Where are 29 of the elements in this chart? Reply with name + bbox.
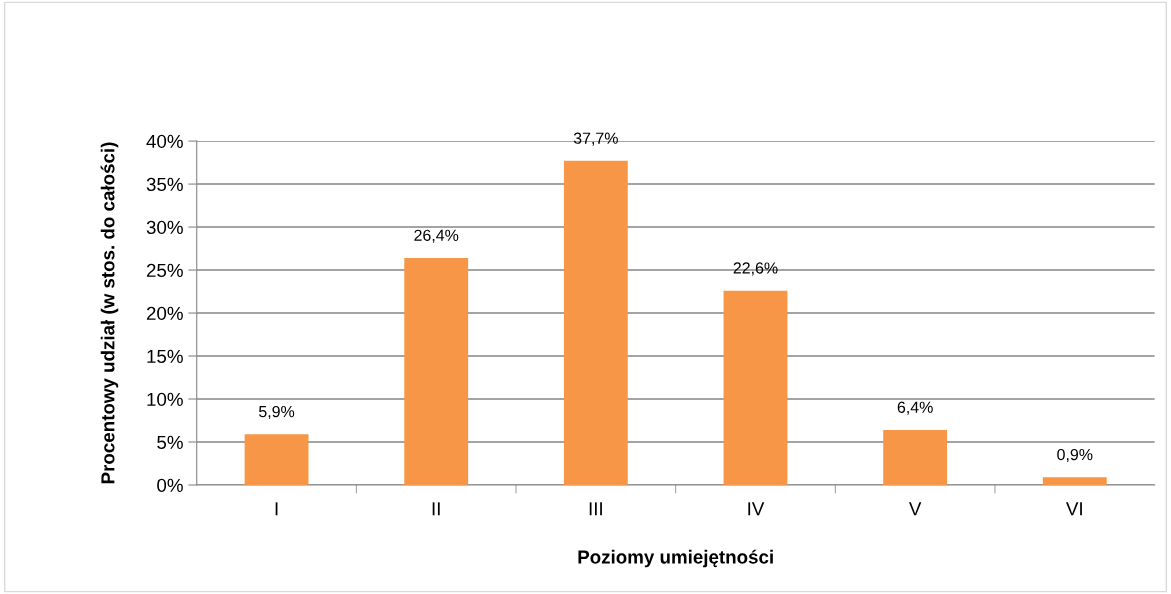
y-tick-label: 15% xyxy=(147,349,183,364)
data-label: 22,6% xyxy=(733,262,778,276)
bar xyxy=(723,290,788,485)
data-label: 0,9% xyxy=(1057,448,1093,463)
bar xyxy=(563,160,628,485)
x-tick-label: III xyxy=(589,502,602,516)
y-tick-label: 10% xyxy=(147,392,183,406)
data-label: 5,9% xyxy=(258,405,295,420)
y-tick-label: 35% xyxy=(146,177,183,192)
x-tick-label: I xyxy=(275,502,278,516)
bar xyxy=(883,429,948,485)
y-axis-title: Procentowy udział (w stos. do całości) xyxy=(100,142,119,484)
x-tick-label: IV xyxy=(748,502,765,516)
data-label: 26,4% xyxy=(414,229,459,243)
x-axis-title: Poziomy umiejętności xyxy=(578,549,773,568)
data-label: 37,7% xyxy=(573,132,618,146)
bar xyxy=(404,258,469,485)
x-tick-label: V xyxy=(908,502,922,516)
bar xyxy=(1042,477,1107,485)
bar xyxy=(244,434,309,485)
y-tick-label: 30% xyxy=(146,220,183,235)
y-tick-label: 20% xyxy=(146,306,183,321)
x-tick-label: VI xyxy=(1066,502,1082,516)
data-label: 6,4% xyxy=(897,401,933,415)
y-tick-label: 25% xyxy=(146,263,183,278)
y-tick-label: 5% xyxy=(157,435,183,449)
x-tick-label: II xyxy=(432,502,440,516)
y-tick-label: 0% xyxy=(157,478,183,492)
y-tick-label: 40% xyxy=(146,134,183,149)
